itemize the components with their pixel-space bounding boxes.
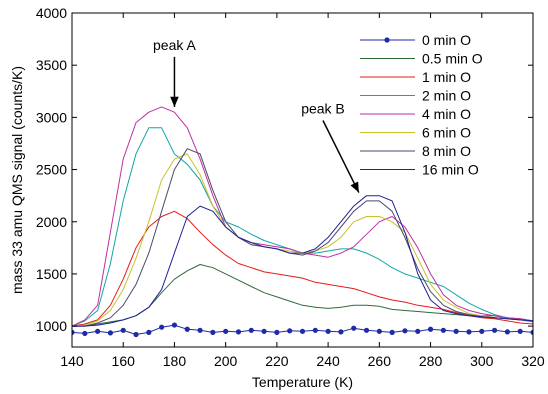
data-point bbox=[312, 327, 318, 333]
legend-entry: 16 min O bbox=[360, 162, 479, 178]
x-tick-label: 320 bbox=[521, 353, 545, 369]
data-point bbox=[287, 328, 293, 334]
annotation-arrow-shaft bbox=[322, 120, 360, 193]
series-line bbox=[72, 264, 533, 327]
data-point bbox=[517, 328, 523, 334]
legend: 0 min O 0.5 min O 1 min O 2 min O 4 min O 6 m… bbox=[360, 32, 483, 178]
data-point bbox=[530, 329, 533, 335]
legend-marker bbox=[384, 37, 390, 43]
data-point bbox=[159, 324, 165, 330]
data-point bbox=[389, 329, 395, 335]
data-point bbox=[171, 322, 178, 328]
legend-entry: 0 min O bbox=[360, 32, 471, 48]
series-0-min-o bbox=[72, 322, 533, 338]
y-tick-label: 2000 bbox=[36, 214, 67, 230]
x-tick-label: 300 bbox=[470, 353, 494, 369]
data-point bbox=[299, 328, 306, 334]
series-16-min-o bbox=[72, 195, 533, 327]
data-point bbox=[415, 328, 421, 334]
data-point bbox=[402, 328, 408, 334]
series-line bbox=[72, 148, 533, 327]
series-1-min-o bbox=[72, 210, 533, 327]
data-point bbox=[338, 329, 344, 335]
legend-label: 4 min O bbox=[422, 106, 471, 122]
series-0-5-min-o bbox=[72, 264, 533, 327]
legend-entry: 1 min O bbox=[360, 69, 471, 85]
x-tick-label: 280 bbox=[419, 353, 443, 369]
y-tick-label: 2500 bbox=[36, 162, 67, 178]
data-point bbox=[133, 331, 139, 338]
x-tick-label: 140 bbox=[60, 353, 84, 369]
data-point bbox=[491, 327, 498, 333]
y-tick-label: 4000 bbox=[36, 5, 67, 21]
data-point bbox=[223, 328, 229, 334]
data-point bbox=[504, 329, 510, 335]
legend-label: 0 min O bbox=[422, 32, 471, 48]
x-tick-label: 260 bbox=[368, 353, 392, 369]
annotation-label: peak B bbox=[301, 101, 345, 117]
plot-area-frame bbox=[71, 12, 534, 348]
legend-entry: 2 min O bbox=[360, 88, 471, 104]
data-point bbox=[107, 330, 114, 336]
data-point bbox=[261, 328, 267, 334]
legend-label: 1 min O bbox=[422, 69, 471, 85]
annotation-arrowhead bbox=[170, 96, 179, 107]
annotation-arrowhead bbox=[350, 181, 359, 193]
data-point bbox=[210, 329, 216, 335]
legend-entry: 4 min O bbox=[360, 106, 471, 122]
ticks-layer: 140 160 180 200 220 240 260 280 300 320 1000 1500 20… bbox=[36, 5, 545, 369]
legend-label: 2 min O bbox=[422, 88, 471, 104]
data-point bbox=[325, 328, 331, 334]
series-8-min-o bbox=[72, 148, 533, 327]
series-line bbox=[72, 210, 533, 327]
data-point bbox=[184, 326, 190, 332]
data-point bbox=[235, 329, 242, 335]
data-point bbox=[427, 326, 434, 332]
annotation-label: peak A bbox=[153, 37, 196, 53]
legend-label: 16 min O bbox=[422, 162, 479, 178]
y-axis-label: mass 33 amu QMS signal (counts/K) bbox=[9, 66, 25, 294]
legend-entry: 8 min O bbox=[360, 143, 471, 159]
data-point bbox=[440, 327, 446, 333]
data-point bbox=[248, 327, 254, 333]
x-tick-label: 200 bbox=[214, 353, 238, 369]
y-tick-label: 3000 bbox=[36, 109, 67, 125]
data-point bbox=[363, 327, 370, 333]
data-point bbox=[453, 328, 459, 334]
data-point bbox=[146, 329, 152, 335]
y-tick-label: 3500 bbox=[36, 57, 67, 73]
x-tick-label: 220 bbox=[265, 353, 289, 369]
legend-label: 8 min O bbox=[422, 143, 471, 159]
data-point bbox=[274, 329, 280, 335]
legend-label: 0.5 min O bbox=[422, 51, 483, 67]
annotations-layer: peak A peak B bbox=[153, 37, 360, 193]
y-tick-label: 1500 bbox=[36, 266, 67, 282]
series-layer bbox=[72, 106, 533, 338]
x-axis-label: Temperature (K) bbox=[252, 374, 353, 390]
y-tick-label: 1000 bbox=[36, 318, 67, 334]
x-tick-label: 160 bbox=[112, 353, 136, 369]
data-point bbox=[72, 329, 75, 335]
legend-entry: 0.5 min O bbox=[360, 51, 483, 67]
data-point bbox=[95, 328, 101, 334]
series-line bbox=[72, 195, 533, 327]
legend-entry: 6 min O bbox=[360, 125, 471, 141]
x-tick-label: 180 bbox=[163, 353, 187, 369]
data-point bbox=[82, 330, 88, 337]
data-point bbox=[376, 328, 382, 334]
data-point bbox=[120, 327, 126, 333]
x-tick-label: 240 bbox=[316, 353, 340, 369]
data-point bbox=[466, 329, 472, 335]
data-point bbox=[197, 327, 203, 333]
legend-label: 6 min O bbox=[422, 125, 471, 141]
data-point bbox=[479, 328, 485, 334]
data-point bbox=[351, 325, 357, 331]
